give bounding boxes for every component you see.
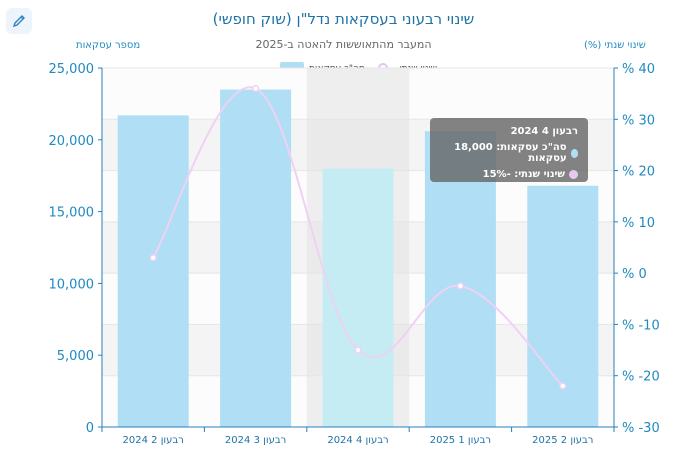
chart-subtitle: המעבר מהתאוששות להאטה ב-2025 — [255, 38, 432, 51]
x-tick-label: רבעון 2 2024 — [123, 435, 184, 446]
left-tick-label: 25,000 — [49, 62, 95, 77]
right-tick-label: % 40 — [622, 62, 655, 77]
bars — [117, 89, 599, 427]
right-tick-label: % 10 — [622, 216, 655, 231]
x-tick-label: רבעון 4 2024 — [327, 435, 388, 446]
right-tick-label: % -20 — [622, 370, 660, 385]
left-tick-label: 0 — [86, 421, 94, 436]
right-tick-label: % 0 — [622, 267, 647, 282]
line-point-1 — [149, 254, 157, 262]
edit-chart-button[interactable] — [6, 8, 32, 34]
yoy-change-line — [152, 86, 564, 387]
x-tick-label: רבעון 2 2025 — [532, 435, 593, 446]
line-series — [149, 84, 567, 390]
tooltip-line-text: שינוי שנתי: -15% — [482, 169, 565, 180]
left-tick-label: 20,000 — [49, 134, 95, 149]
tooltip-line-dot — [569, 170, 578, 179]
bar-2 — [220, 89, 292, 427]
right-axis-title: שינוי שנתי (%) — [584, 40, 646, 51]
x-tick-label: רבעון 1 2025 — [430, 435, 491, 446]
x-tick-label: רבעון 3 2024 — [225, 435, 286, 446]
line-point-4 — [456, 282, 464, 290]
tooltip-bar-dot — [570, 148, 578, 158]
line-point-5 — [559, 382, 567, 390]
left-tick-label: 10,000 — [49, 277, 95, 292]
left-tick-label: 15,000 — [49, 206, 95, 221]
line-point-3 — [354, 346, 362, 354]
line-point-2 — [252, 84, 260, 93]
left-tick-label: 5,000 — [57, 349, 94, 364]
tooltip-header: רבעון 4 2024 — [510, 126, 578, 137]
tooltip-bar-text: סה"כ עסקאות: 18,000 עסקאות — [454, 142, 567, 164]
bar-5 — [527, 185, 599, 427]
chart-title: שינוי רבעוני בעסקאות נדל"ן (שוק חופשי) — [212, 10, 475, 28]
right-tick-label: % 20 — [622, 165, 655, 180]
bar-1 — [117, 115, 189, 427]
pen-icon — [12, 15, 25, 28]
tooltip-bar-row: סה"כ עסקאות: 18,000 עסקאות — [440, 142, 578, 164]
right-tick-label: % -10 — [622, 318, 660, 333]
tooltip-line-row: שינוי שנתי: -15% — [440, 169, 578, 180]
right-tick-label: % 30 — [622, 113, 655, 128]
axes: 0 5,000 10,000 15,000 20,000 25,000 % -30 % -20… — [49, 62, 660, 446]
left-axis-title: מספר עסקאות — [76, 40, 141, 51]
tooltip: רבעון 4 2024 סה"כ עסקאות: 18,000 עסקאות … — [430, 118, 588, 182]
right-tick-label: % -30 — [622, 421, 660, 436]
bar-3 — [322, 168, 394, 427]
